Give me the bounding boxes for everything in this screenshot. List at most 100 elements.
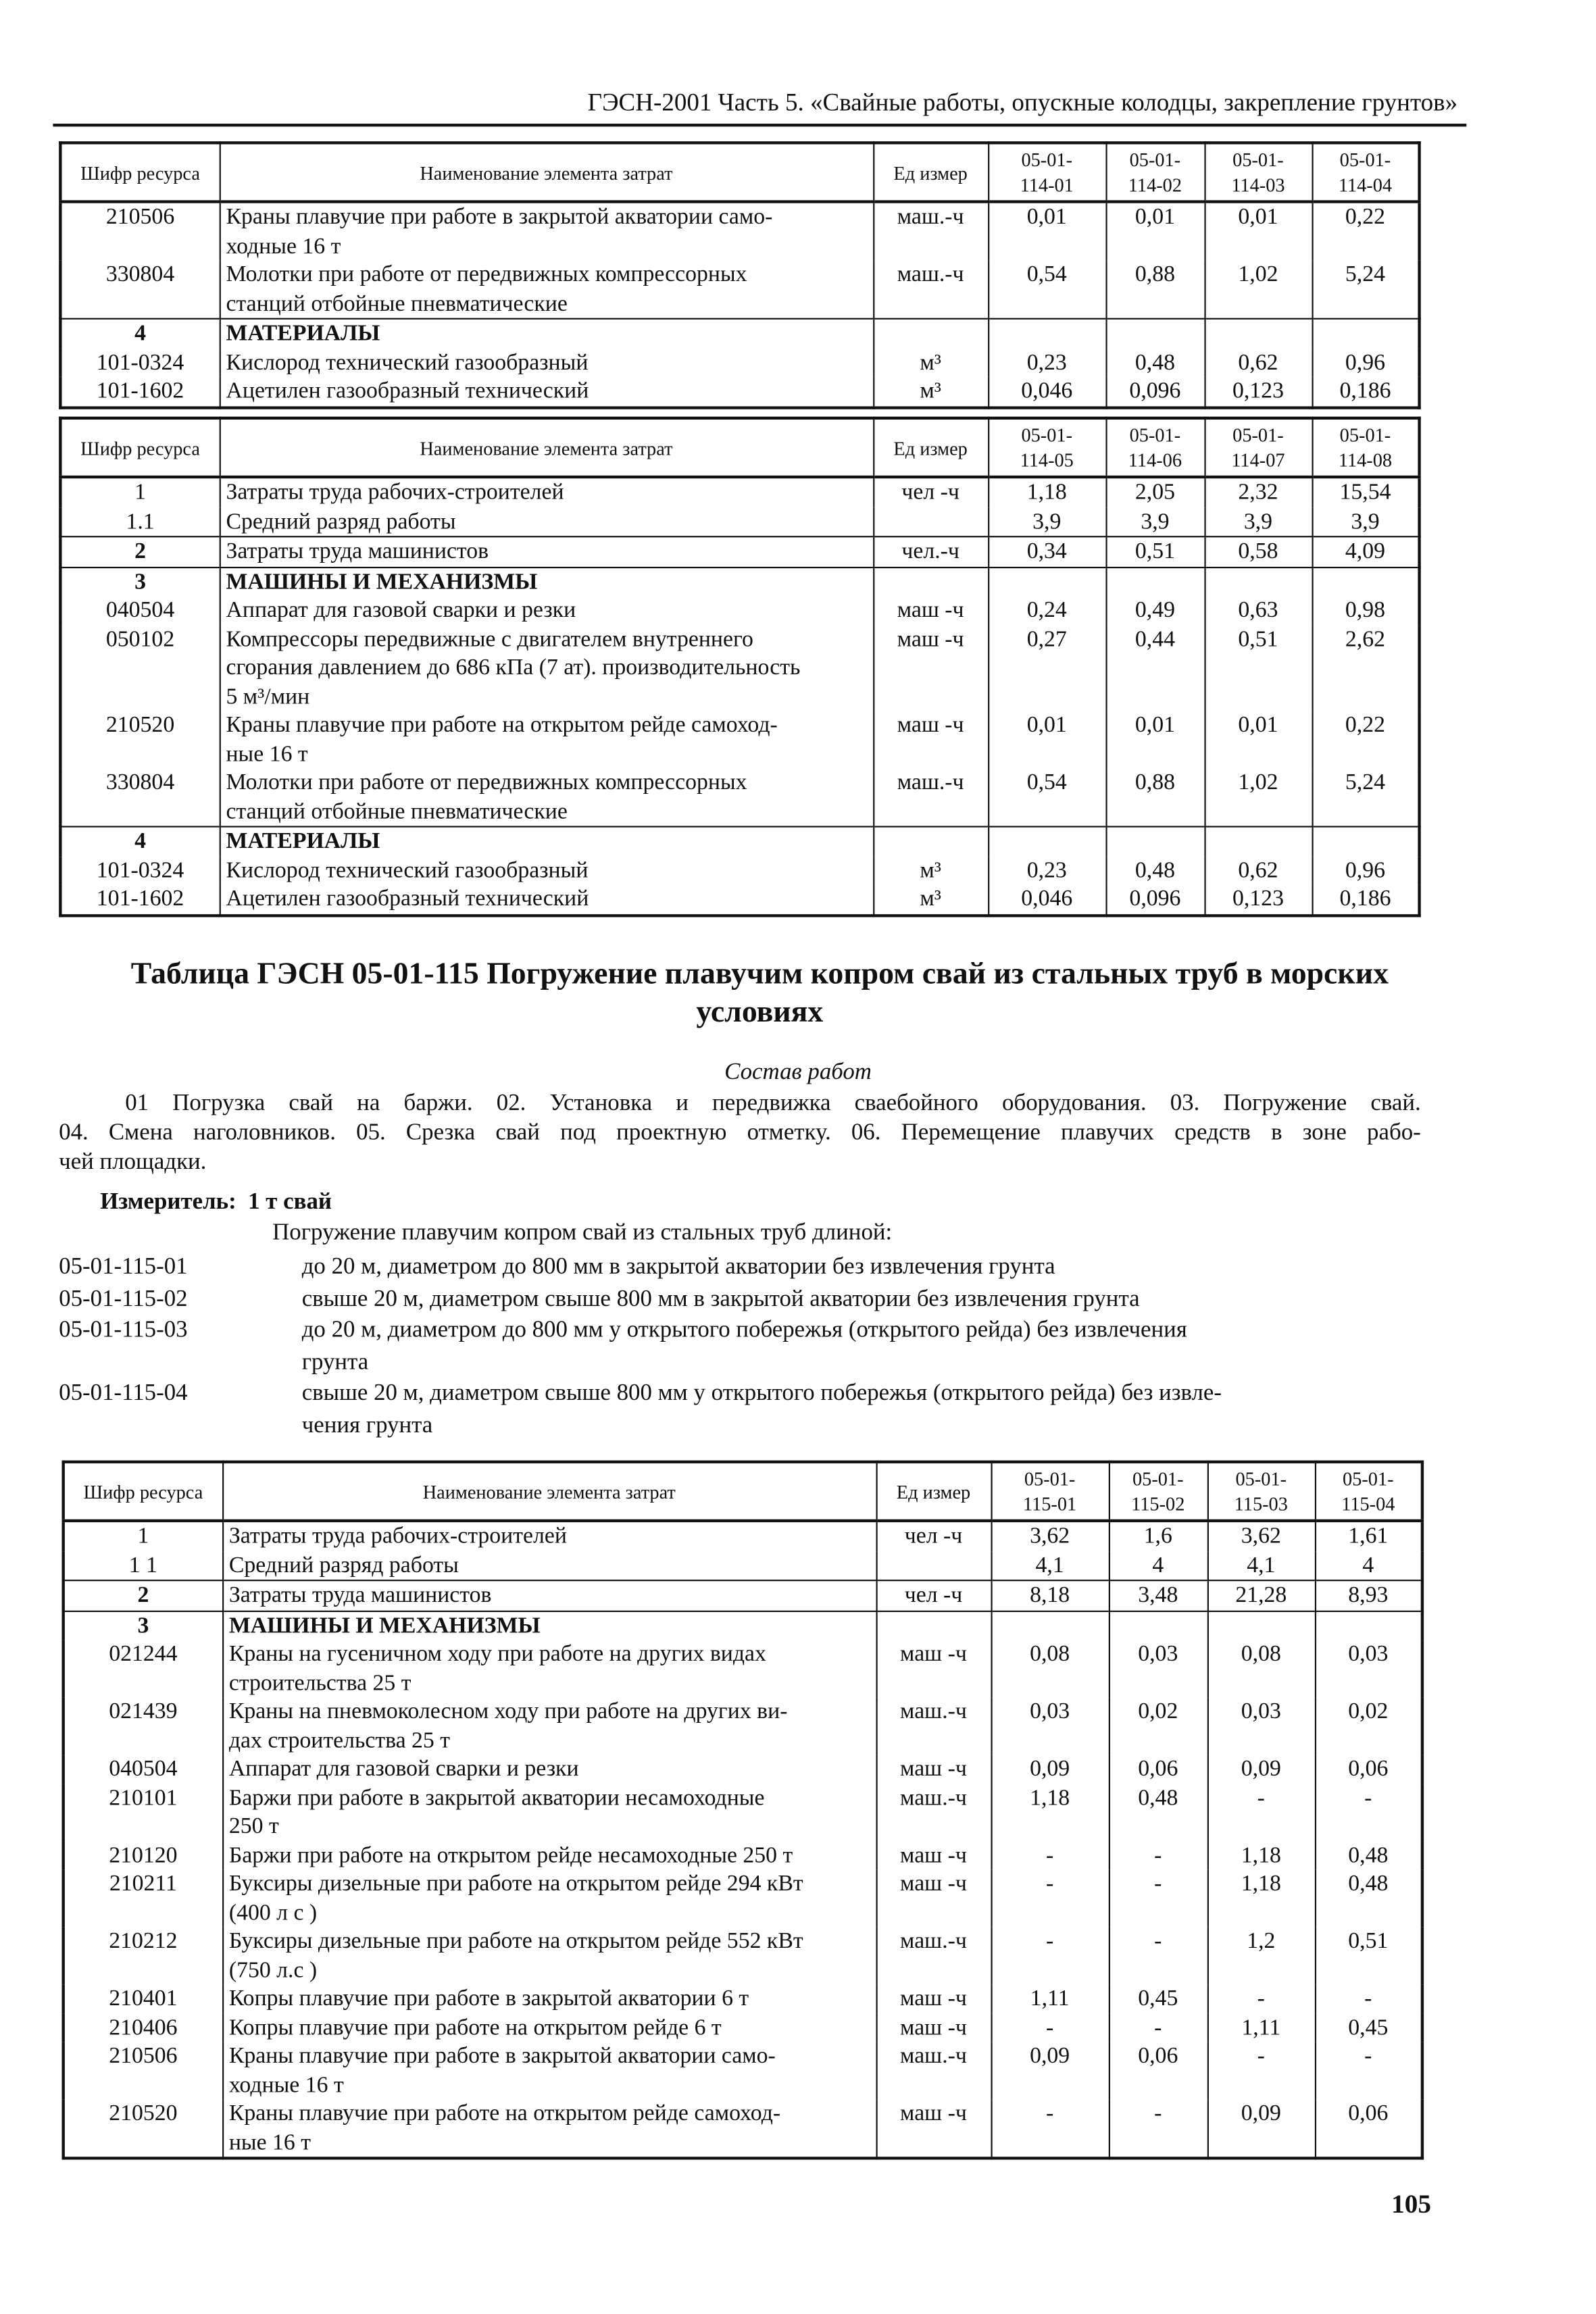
- norm-value: [1105, 318, 1205, 349]
- table-row: 330804 Молотки при работе от передвижных …: [59, 260, 1420, 319]
- norm-value: 0,01: [1203, 201, 1313, 261]
- norm-value: -: [1314, 2042, 1424, 2100]
- table-row: 210120 Баржи при работе на открытом рейде…: [62, 1840, 1424, 1870]
- norm-item: 05-01-115-01 до 20 м, диаметром до 800 мм…: [59, 1251, 1421, 1283]
- norm-value: 0,23: [987, 348, 1107, 377]
- norm-value: 1,02: [1203, 768, 1313, 827]
- norm-value: 0,51: [1314, 1927, 1424, 1985]
- norm-value: 0,96: [1311, 856, 1420, 885]
- norm-value: [987, 318, 1107, 349]
- norm-value: 0,186: [1311, 884, 1420, 915]
- page-number: 105: [1391, 2189, 1431, 2219]
- column-header: Шифр ресурса: [59, 418, 220, 479]
- norm-item: 05-01-115-04 свыше 20 м, диаметром свыше …: [59, 1378, 1421, 1442]
- norm-value: 0,45: [1107, 1984, 1208, 2013]
- table-row: 1 Затраты труда рабочих-строителей чел -ч 3…: [62, 1520, 1424, 1551]
- resource-code: 4: [59, 318, 220, 349]
- norm-value: 0,02: [1107, 1697, 1208, 1755]
- unit: маш -ч: [875, 2013, 992, 2042]
- unit: маш -ч: [872, 624, 989, 711]
- resource-code: 050102: [59, 624, 220, 711]
- norm-value: -: [990, 2099, 1109, 2159]
- norm-value: -: [1206, 1984, 1316, 2013]
- norm-value: [987, 565, 1107, 597]
- norm-value: 3,9: [1311, 507, 1420, 537]
- cost-element-name: Компрессоры передвижные с двигателем вну…: [218, 624, 874, 711]
- norm-value: 0,123: [1203, 884, 1313, 915]
- resource-code: 101-1602: [59, 884, 220, 915]
- norm-value: 1,18: [1206, 1840, 1316, 1870]
- norm-value: [990, 1609, 1109, 1640]
- resource-code: 3: [59, 565, 220, 597]
- norm-value: 0,63: [1203, 596, 1313, 625]
- table-row: 101-0324 Кислород технический газообразны…: [59, 348, 1420, 377]
- cost-element-name: Буксиры дизельные при работе на открытом…: [221, 1927, 877, 1985]
- resource-code: 4: [59, 826, 220, 857]
- column-header: 05-01- 114-01: [987, 143, 1107, 203]
- table-row: 210101 Баржи при работе в закрытой аквато…: [62, 1783, 1424, 1841]
- cost-element-name: МАТЕРИАЛЫ: [218, 826, 874, 857]
- unit: маш.-ч: [875, 1927, 992, 1985]
- norm-value: -: [1314, 1783, 1424, 1841]
- norm-value: -: [1206, 1783, 1316, 1841]
- column-header: 05-01- 114-02: [1105, 143, 1205, 203]
- norm-value: 0,51: [1105, 536, 1205, 567]
- norm-code: 05-01-115-01: [59, 1254, 188, 1280]
- table-row: 210506 Краны плавучие при работе в закрыт…: [62, 2042, 1424, 2100]
- norm-value: 0,096: [1105, 884, 1205, 915]
- resource-code: 210506: [62, 2042, 224, 2100]
- norm-value: 8,93: [1314, 1580, 1424, 1611]
- norm-description: свыше 20 м, диаметром свыше 800 мм у отк…: [301, 1380, 1222, 1438]
- norm-value: 0,09: [1206, 1755, 1316, 1784]
- norm-value: 3,62: [990, 1520, 1109, 1551]
- norm-value: 0,06: [1107, 1755, 1208, 1784]
- norm-value: 0,22: [1311, 711, 1420, 769]
- norm-value: -: [1107, 2013, 1208, 2042]
- cost-element-name: Ацетилен газообразный технический: [218, 376, 874, 407]
- cost-element-name: Аппарат для газовой сварки и резки: [218, 596, 874, 625]
- norm-value: 0,58: [1203, 536, 1313, 567]
- table-row: 050102 Компрессоры передвижные с двигател…: [59, 624, 1420, 711]
- table-row: 210520 Краны плавучие при работе на откры…: [62, 2099, 1424, 2159]
- column-header: Наименование элемента затрат: [221, 1461, 877, 1523]
- table-row: 1 Затраты труда рабочих-строителей чел -ч 1…: [59, 476, 1420, 507]
- column-header: Ед измер: [875, 1461, 992, 1523]
- cost-element-name: Краны на гусеничном ходу при работе на д…: [221, 1640, 877, 1698]
- norm-value: 0,01: [1105, 711, 1205, 769]
- norm-value: 0,48: [1314, 1840, 1424, 1870]
- resource-code: 1.1: [59, 507, 220, 537]
- norm-value: 0,046: [987, 376, 1107, 407]
- unit: маш.-ч: [872, 768, 989, 827]
- column-header: 05-01- 114-04: [1311, 143, 1420, 203]
- unit: [872, 318, 989, 349]
- unit: [875, 1609, 992, 1640]
- column-header: 05-01- 115-01: [990, 1461, 1109, 1523]
- table-row: 210506 Краны плавучие при работе в закрыт…: [59, 201, 1420, 261]
- cost-element-name: Затраты труда машинистов: [218, 536, 874, 567]
- resource-code: 210520: [59, 711, 220, 769]
- norm-value: 1,11: [990, 1984, 1109, 2013]
- norm-value: 0,48: [1107, 1783, 1208, 1841]
- norm-value: 0,48: [1105, 348, 1205, 377]
- norm-value: -: [1107, 1869, 1208, 1928]
- column-header: 05-01- 114-07: [1203, 418, 1313, 479]
- unit: м³: [872, 348, 989, 377]
- cost-element-name: МАТЕРИАЛЫ: [218, 318, 874, 349]
- norm-description: до 20 м, диаметром до 800 мм у открытого…: [301, 1317, 1187, 1375]
- norm-value: 0,01: [987, 711, 1107, 769]
- unit: маш -ч: [875, 1840, 992, 1870]
- norm-value: 0,096: [1105, 376, 1205, 407]
- unit: маш -ч: [875, 1869, 992, 1928]
- unit: маш.-ч: [875, 1697, 992, 1755]
- norm-value: [1105, 826, 1205, 857]
- norm-value: [1203, 565, 1313, 597]
- table-title: Таблица ГЭСН 05-01-115 Погружение плавуч…: [130, 955, 1389, 1030]
- column-header: Наименование элемента затрат: [218, 143, 874, 203]
- cost-element-name: Краны плавучие при работе в закрытой акв…: [221, 2042, 877, 2100]
- unit: маш -ч: [875, 1984, 992, 2013]
- norm-value: [1107, 1609, 1208, 1640]
- norm-value: 3,62: [1206, 1520, 1316, 1551]
- resource-code: 210120: [62, 1840, 224, 1870]
- norm-value: 1,61: [1314, 1520, 1424, 1551]
- norm-value: 5,24: [1311, 260, 1420, 319]
